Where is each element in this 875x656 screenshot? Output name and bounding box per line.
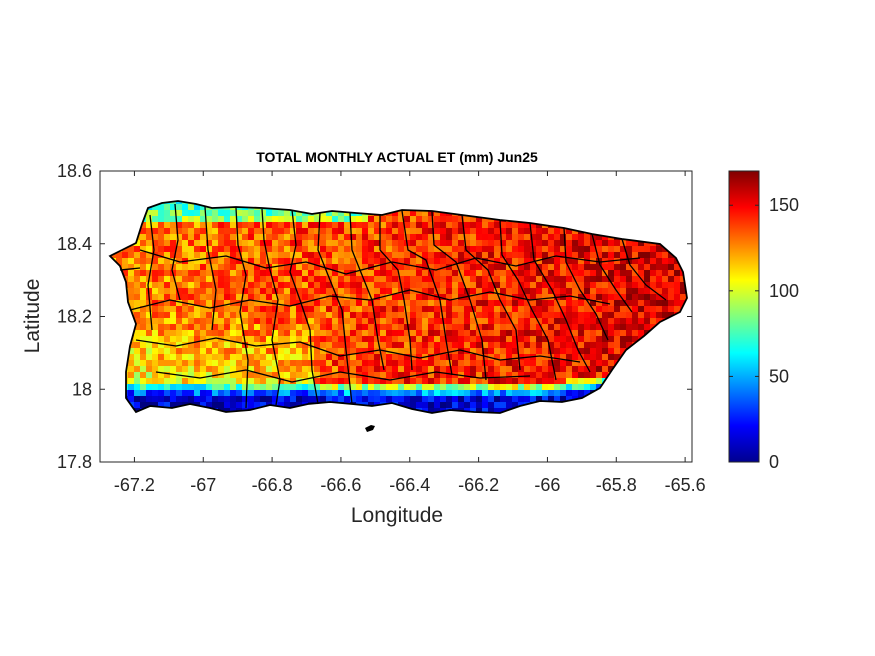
colorbar [728, 170, 760, 463]
x-tick-label: -67 [190, 475, 216, 495]
x-axis-title: Longitude [351, 504, 443, 527]
x-tick-label: -65.8 [596, 475, 637, 495]
x-tick-label: -67.2 [114, 475, 155, 495]
colorbar-tick-label: 50 [769, 366, 789, 386]
y-axis: 17.8 18 18.2 18.4 18.6 [57, 161, 692, 472]
y-tick-label: 18.4 [57, 234, 92, 254]
x-tick-label: -66.2 [458, 475, 499, 495]
colorbar-tick-label: 100 [769, 281, 799, 301]
x-tick-label: -66 [534, 475, 560, 495]
caja-de-muertos-islet [365, 425, 375, 432]
y-tick-label: 18.6 [57, 161, 92, 181]
colorbar-ticks: 0 50 100 150 [729, 195, 799, 472]
x-tick-label: -66.4 [389, 475, 430, 495]
colorbar-tick-label: 0 [769, 452, 779, 472]
plot-title: TOTAL MONTHLY ACTUAL ET (mm) Jun25 [256, 149, 538, 165]
y-axis-title: Latitude [21, 279, 44, 354]
x-tick-label: -65.6 [665, 475, 706, 495]
x-tick-label: -66.8 [252, 475, 293, 495]
municipal-boundaries [119, 203, 667, 409]
y-tick-label: 17.8 [57, 452, 92, 472]
et-heatmap [110, 201, 687, 413]
y-tick-label: 18.2 [57, 307, 92, 327]
x-tick-label: -66.6 [320, 475, 361, 495]
island-coastline [108, 200, 688, 414]
colorbar-tick-label: 150 [769, 195, 799, 215]
x-axis: -67.2 -67 -66.8 -66.6 -66.4 -66.2 -66 -65.8 -65.… [114, 171, 706, 495]
y-tick-label: 18 [72, 379, 92, 399]
